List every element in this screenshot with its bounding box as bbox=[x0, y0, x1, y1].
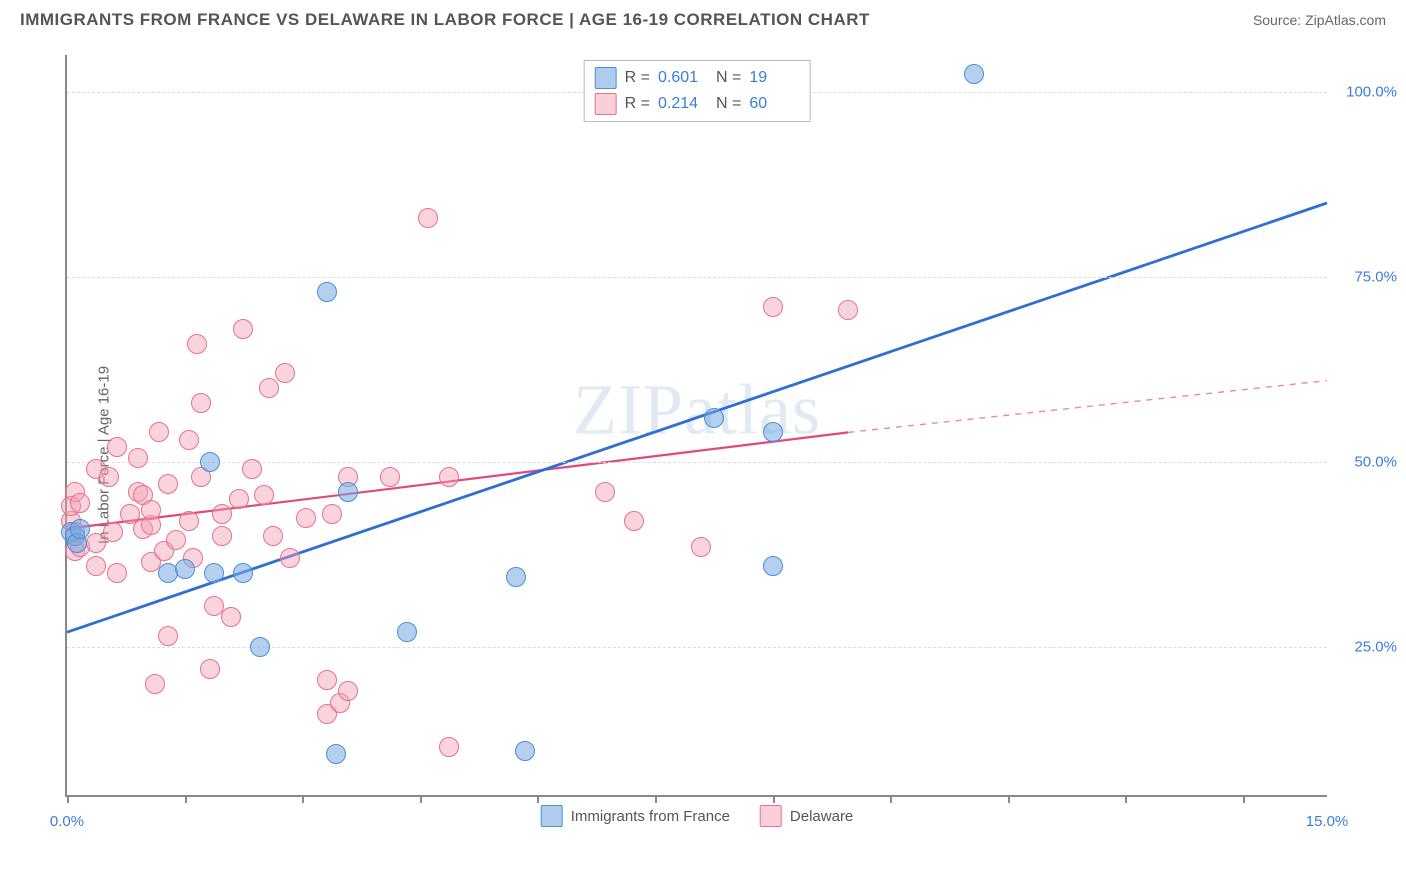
r-label: R = bbox=[625, 69, 650, 87]
data-point bbox=[317, 282, 337, 302]
data-point bbox=[86, 556, 106, 576]
data-point bbox=[204, 563, 224, 583]
data-point bbox=[212, 526, 232, 546]
x-tick bbox=[1008, 795, 1010, 803]
data-point bbox=[326, 744, 346, 764]
x-tick bbox=[890, 795, 892, 803]
regression-lines bbox=[67, 55, 1327, 795]
plot-region: ZIPatlas R =0.601N =19R =0.214N =60 Immi… bbox=[65, 55, 1327, 797]
data-point bbox=[624, 511, 644, 531]
x-tick bbox=[1125, 795, 1127, 803]
data-point bbox=[187, 334, 207, 354]
legend-series: Immigrants from France Delaware bbox=[541, 805, 854, 827]
data-point bbox=[179, 430, 199, 450]
data-point bbox=[99, 467, 119, 487]
data-point bbox=[280, 548, 300, 568]
data-point bbox=[296, 508, 316, 528]
data-point bbox=[506, 567, 526, 587]
data-point bbox=[763, 556, 783, 576]
legend-label: Delaware bbox=[790, 808, 853, 825]
data-point bbox=[439, 467, 459, 487]
y-tick-label: 100.0% bbox=[1337, 84, 1397, 101]
legend-correlation: R = 0.601 N = 19 R = 0.214 N = 60 bbox=[584, 60, 811, 122]
data-point bbox=[200, 659, 220, 679]
data-point bbox=[166, 530, 186, 550]
legend-label: Immigrants from France bbox=[571, 808, 730, 825]
data-point bbox=[317, 670, 337, 690]
data-point bbox=[380, 467, 400, 487]
data-point bbox=[263, 526, 283, 546]
data-point bbox=[158, 626, 178, 646]
data-point bbox=[439, 737, 459, 757]
x-tick bbox=[1243, 795, 1245, 803]
legend-swatch bbox=[595, 67, 617, 89]
data-point bbox=[221, 607, 241, 627]
n-label: N = bbox=[716, 95, 741, 113]
data-point bbox=[322, 504, 342, 524]
legend-swatch bbox=[760, 805, 782, 827]
data-point bbox=[595, 482, 615, 502]
r-value: 0.214 bbox=[658, 95, 708, 113]
x-tick bbox=[773, 795, 775, 803]
data-point bbox=[691, 537, 711, 557]
data-point bbox=[107, 563, 127, 583]
data-point bbox=[254, 485, 274, 505]
x-min-label: 0.0% bbox=[50, 813, 84, 830]
y-tick-label: 50.0% bbox=[1337, 454, 1397, 471]
y-tick-label: 75.0% bbox=[1337, 269, 1397, 286]
r-label: R = bbox=[625, 95, 650, 113]
data-point bbox=[418, 208, 438, 228]
data-point bbox=[259, 378, 279, 398]
data-point bbox=[128, 448, 148, 468]
x-tick bbox=[67, 795, 69, 803]
data-point bbox=[149, 422, 169, 442]
data-point bbox=[964, 64, 984, 84]
chart-area: In Labor Force | Age 16-19 ZIPatlas R =0… bbox=[20, 45, 1386, 865]
data-point bbox=[233, 563, 253, 583]
data-point bbox=[212, 504, 232, 524]
data-point bbox=[158, 474, 178, 494]
legend-swatch bbox=[595, 93, 617, 115]
x-tick bbox=[537, 795, 539, 803]
data-point bbox=[275, 363, 295, 383]
data-point bbox=[229, 489, 249, 509]
data-point bbox=[397, 622, 417, 642]
data-point bbox=[70, 519, 90, 539]
legend-swatch bbox=[541, 805, 563, 827]
data-point bbox=[70, 493, 90, 513]
data-point bbox=[233, 319, 253, 339]
data-point bbox=[338, 482, 358, 502]
n-value: 60 bbox=[749, 95, 799, 113]
data-point bbox=[838, 300, 858, 320]
x-max-label: 15.0% bbox=[1306, 813, 1349, 830]
data-point bbox=[763, 422, 783, 442]
x-tick bbox=[302, 795, 304, 803]
data-point bbox=[704, 408, 724, 428]
n-label: N = bbox=[716, 69, 741, 87]
data-point bbox=[763, 297, 783, 317]
data-point bbox=[338, 681, 358, 701]
data-point bbox=[515, 741, 535, 761]
data-point bbox=[242, 459, 262, 479]
data-point bbox=[103, 522, 123, 542]
source-label: Source: ZipAtlas.com bbox=[1253, 12, 1386, 28]
data-point bbox=[200, 452, 220, 472]
r-value: 0.601 bbox=[658, 69, 708, 87]
n-value: 19 bbox=[749, 69, 799, 87]
data-point bbox=[191, 393, 211, 413]
data-point bbox=[175, 559, 195, 579]
x-tick bbox=[420, 795, 422, 803]
data-point bbox=[107, 437, 127, 457]
gridline bbox=[67, 277, 1327, 278]
data-point bbox=[250, 637, 270, 657]
data-point bbox=[141, 500, 161, 520]
data-point bbox=[179, 511, 199, 531]
x-tick bbox=[655, 795, 657, 803]
data-point bbox=[145, 674, 165, 694]
x-tick bbox=[185, 795, 187, 803]
y-tick-label: 25.0% bbox=[1337, 639, 1397, 656]
chart-title: IMMIGRANTS FROM FRANCE VS DELAWARE IN LA… bbox=[20, 10, 870, 30]
